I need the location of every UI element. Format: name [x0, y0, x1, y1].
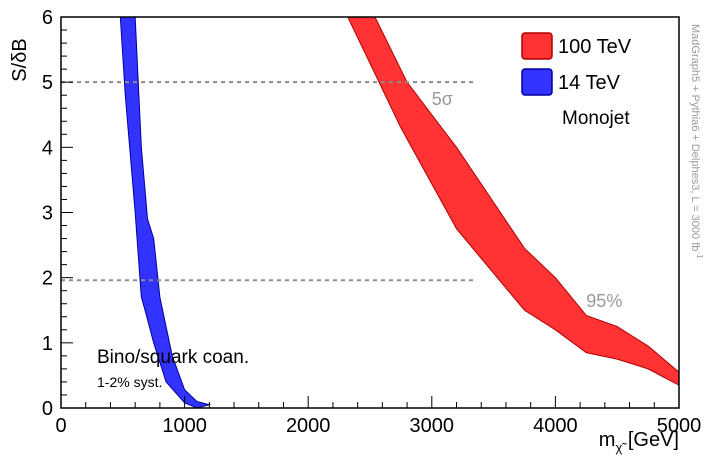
side-note-text: MadGraph5 + Pythia6 + Delphes3, L = 3000…	[689, 24, 701, 251]
y-tick-label: 3	[42, 203, 53, 225]
legend: 100 TeV 14 TeV	[521, 32, 632, 96]
x-tick-label: 1000	[162, 415, 207, 437]
band-100tev	[347, 17, 679, 386]
ref-line-label-95: 95%	[586, 291, 622, 311]
y-tick-label: 1	[42, 333, 53, 355]
model-label: Bino/squark coan.	[97, 347, 249, 368]
y-tick-label: 5	[42, 72, 53, 94]
legend-swatch-14tev	[521, 68, 553, 96]
band-14tev	[119, 17, 212, 408]
legend-label-100tev: 100 TeV	[558, 36, 632, 58]
y-tick-label: 6	[42, 7, 53, 29]
x-tick-label: 4000	[533, 415, 578, 437]
y-tick-label: 2	[42, 268, 53, 290]
x-tick-label: 2000	[286, 415, 331, 437]
x-tick-label: 3000	[410, 415, 455, 437]
x-axis-label-subscript: χ̃	[615, 440, 627, 455]
y-tick-label: 0	[42, 398, 53, 420]
systematics-label: 1-2% syst.	[97, 374, 162, 390]
ref-line-label-5sigma: 5σ	[432, 89, 453, 109]
x-axis-label-unit: [GeV]	[622, 429, 679, 451]
side-note-superscript: -1	[695, 251, 704, 259]
x-axis-label: mχ̃ [GeV]	[599, 429, 679, 455]
y-axis-label: S/δB	[9, 38, 31, 81]
bands-layer	[119, 17, 679, 408]
y-tick-label: 4	[42, 137, 53, 159]
ticks-layer: 0 1000 2000 3000 4000 5000 0 1 2 3 4 5 6	[42, 7, 701, 437]
legend-swatch-100tev	[521, 32, 553, 60]
x-axis-label-main: m	[599, 429, 616, 451]
x-tick-label: 0	[55, 415, 66, 437]
legend-label-14tev: 14 TeV	[558, 72, 621, 94]
x-tick-label: 5000	[657, 415, 702, 437]
process-label: Monojet	[562, 108, 630, 129]
side-note: MadGraph5 + Pythia6 + Delphes3, L = 3000…	[689, 24, 704, 259]
reference-lines-layer	[61, 81, 476, 282]
